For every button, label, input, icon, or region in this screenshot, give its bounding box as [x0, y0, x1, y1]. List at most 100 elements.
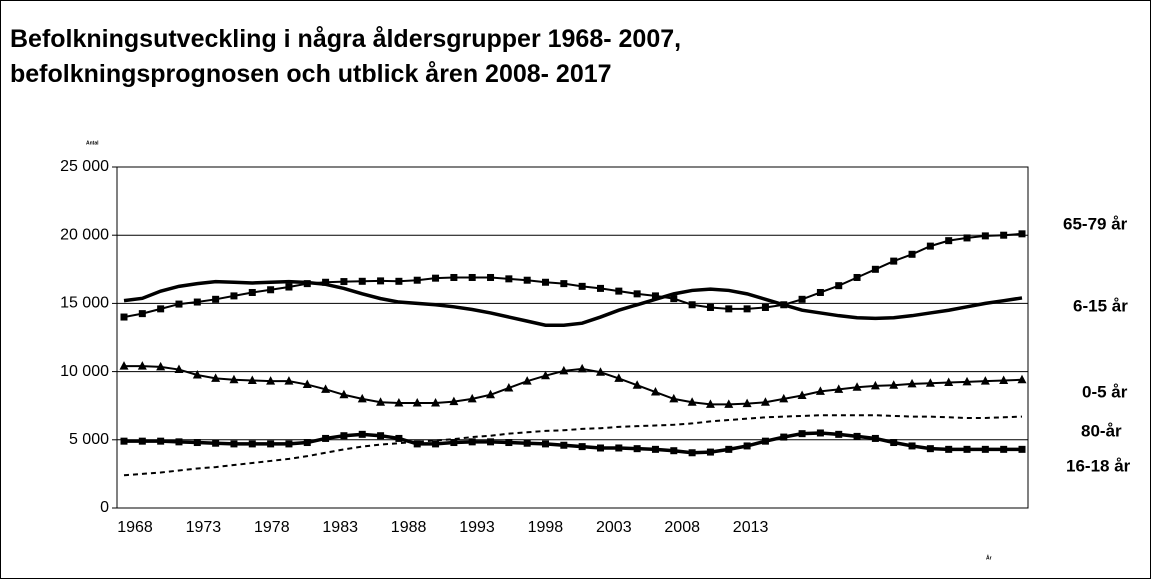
marker [632, 380, 642, 389]
marker [395, 434, 403, 442]
marker [688, 449, 696, 457]
marker [119, 361, 129, 370]
marker [742, 398, 752, 408]
marker [852, 382, 862, 391]
marker [907, 378, 917, 388]
marker [963, 445, 971, 453]
marker [871, 434, 879, 442]
marker [505, 275, 513, 283]
marker [504, 382, 514, 392]
marker [542, 440, 550, 448]
marker [724, 399, 734, 408]
series-line [124, 365, 1023, 406]
series [120, 230, 1026, 321]
marker [284, 376, 294, 385]
marker [743, 305, 751, 313]
marker [615, 287, 623, 295]
marker [834, 384, 844, 393]
marker [358, 430, 366, 438]
marker [120, 313, 128, 321]
marker [157, 305, 165, 313]
series-label: 65-79 år [1063, 214, 1128, 233]
marker [156, 361, 166, 371]
marker [962, 376, 972, 386]
marker [432, 274, 440, 282]
marker [725, 445, 733, 453]
x-tick-label: 1983 [322, 519, 358, 536]
marker [175, 300, 183, 308]
y-tick-label: 5 000 [69, 431, 109, 448]
marker [230, 440, 238, 448]
chart-title: Befolkningsutveckling i några åldersgrup… [10, 25, 681, 53]
marker [1000, 231, 1008, 239]
marker [248, 440, 256, 448]
marker [944, 377, 954, 387]
marker [798, 430, 806, 438]
x-tick-label: 1968 [117, 519, 153, 536]
marker [212, 439, 220, 447]
x-tick-label: 1973 [186, 519, 222, 536]
marker [450, 439, 458, 447]
marker [413, 440, 421, 448]
marker [835, 282, 843, 290]
marker [395, 277, 403, 285]
marker [377, 432, 385, 440]
marker [138, 437, 146, 445]
marker [322, 278, 330, 286]
marker [981, 445, 989, 453]
marker [193, 439, 201, 447]
marker [413, 276, 421, 284]
marker [303, 439, 311, 447]
marker [669, 393, 679, 403]
marker [229, 374, 239, 384]
marker [798, 295, 806, 303]
marker [174, 364, 184, 374]
marker [688, 301, 696, 309]
y-tick-label: 25 000 [60, 158, 109, 175]
y-tick-label: 0 [100, 499, 109, 516]
marker [926, 445, 934, 453]
marker [596, 444, 604, 452]
marker [981, 232, 989, 240]
x-tick-label: 2003 [596, 519, 632, 536]
marker [1000, 445, 1008, 453]
x-tick-label: 1978 [254, 519, 290, 536]
marker [212, 295, 220, 303]
marker [285, 283, 293, 291]
marker [340, 432, 348, 440]
series [123, 279, 1023, 327]
marker [1017, 374, 1027, 384]
marker [651, 445, 659, 453]
marker [377, 277, 385, 285]
marker [486, 389, 496, 399]
x-tick-label: 1993 [459, 519, 495, 536]
marker [816, 288, 824, 296]
marker [945, 445, 953, 453]
marker [560, 280, 568, 288]
marker [230, 292, 238, 300]
marker [633, 445, 641, 453]
marker [780, 433, 788, 441]
y-axis-label: Antal [86, 140, 99, 146]
marker [890, 439, 898, 447]
marker [614, 373, 624, 382]
marker [449, 396, 459, 406]
marker [247, 375, 257, 384]
marker [376, 397, 386, 406]
marker [211, 373, 221, 382]
marker [578, 443, 586, 451]
series-line [123, 414, 1023, 477]
marker [137, 361, 147, 370]
marker [432, 440, 440, 448]
marker [870, 380, 880, 390]
series [119, 361, 1027, 408]
marker [468, 273, 476, 281]
marker [192, 370, 202, 379]
marker [248, 288, 256, 296]
marker [487, 273, 495, 281]
marker [908, 250, 916, 258]
y-tick-label: 20 000 [60, 226, 109, 243]
series [120, 429, 1026, 457]
marker [505, 439, 513, 447]
